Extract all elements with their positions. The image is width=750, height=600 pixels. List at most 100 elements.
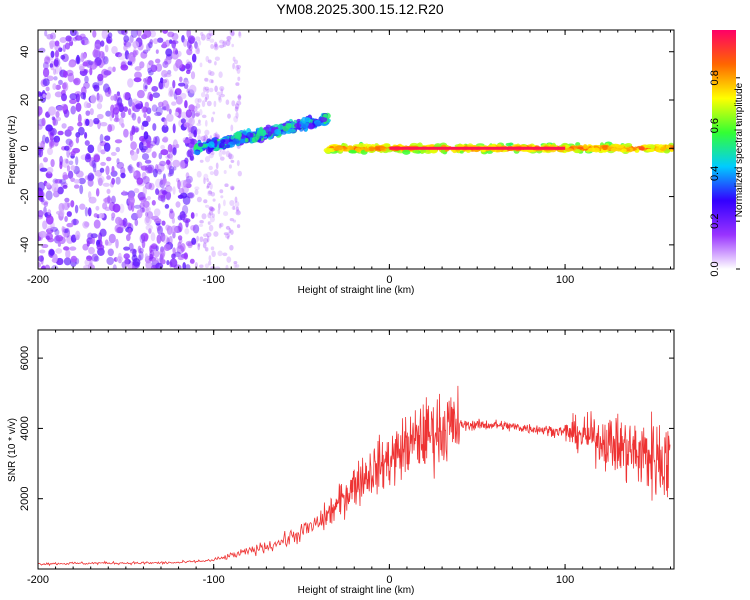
heatmap-cell	[203, 177, 206, 185]
heatmap-cell	[82, 221, 90, 229]
heatmap-cell	[116, 158, 120, 165]
heatmap-cell	[163, 78, 170, 89]
heatmap-cell	[130, 141, 137, 150]
heatmap-cell	[131, 102, 136, 112]
heatmap-cell	[383, 143, 391, 148]
heatmap-cell	[54, 91, 63, 98]
heatmap-cell	[106, 156, 112, 162]
heatmap-cell	[107, 124, 113, 133]
heatmap-cell	[208, 224, 214, 232]
heatmap-cell	[222, 41, 226, 46]
heatmap-cell	[107, 248, 114, 257]
heatmap-cell	[185, 175, 193, 184]
heatmap-cell	[146, 78, 152, 86]
heatmap-cell	[172, 247, 176, 253]
heatmap-cell	[201, 100, 206, 108]
heatmap-cell	[86, 240, 90, 247]
heatmap-cell	[87, 174, 91, 181]
heatmap-cell	[111, 45, 118, 55]
heatmap-cell	[84, 258, 91, 266]
heatmap-cell	[169, 89, 173, 97]
heatmap-cell	[191, 237, 197, 245]
heatmap-cell	[163, 243, 171, 252]
heatmap-cell	[256, 130, 264, 136]
heatmap-cell	[334, 145, 344, 151]
heatmap-cell	[63, 109, 70, 118]
heatmap-cell	[84, 140, 90, 146]
heatmap-cell	[116, 161, 125, 169]
heatmap-cell	[38, 142, 41, 147]
heatmap-cell	[58, 209, 65, 217]
heatmap-cell	[131, 125, 136, 136]
snr-panel: -200 -100 0 100 2000 4000 6000 Height of strai…	[7, 329, 675, 596]
heatmap-cell	[161, 124, 169, 133]
heatmap-cell	[137, 245, 142, 254]
heatmap-cell	[152, 257, 159, 264]
heatmap-cell	[220, 139, 226, 143]
heatmap-cell	[182, 262, 187, 269]
heatmap-cell	[163, 73, 172, 78]
heatmap-cell	[171, 32, 179, 41]
heatmap-cell	[152, 123, 157, 131]
heatmap-cell	[158, 80, 165, 90]
heatmap-cell	[233, 59, 239, 65]
heatmap-cell	[64, 197, 70, 203]
heatmap-cell	[203, 173, 209, 181]
heatmap-cell	[73, 184, 80, 189]
heatmap-cell	[167, 172, 172, 177]
heatmap-cell	[127, 108, 132, 116]
heatmap-cell	[194, 44, 199, 49]
heatmap-cell	[49, 63, 54, 68]
heatmap-cell	[402, 149, 411, 155]
heatmap-cell	[177, 241, 182, 250]
heatmap-cell	[172, 123, 176, 134]
heatmap-cell	[208, 260, 212, 266]
heatmap-cell	[209, 78, 213, 84]
heatmap-cell	[214, 266, 221, 269]
heatmap-cell	[87, 262, 94, 269]
heatmap-cell	[96, 244, 105, 251]
heatmap-cell	[53, 58, 59, 67]
heatmap-cell	[219, 189, 224, 194]
y-tick-label: 0	[19, 145, 31, 151]
heatmap-cell	[220, 88, 224, 95]
heatmap-cell	[61, 123, 67, 129]
heatmap-cell	[124, 256, 129, 267]
heatmap-cell	[202, 237, 209, 244]
heatmap-cell	[155, 58, 161, 64]
heatmap-cell	[144, 164, 153, 174]
heatmap-cell	[152, 92, 161, 99]
heatmap-cell	[96, 102, 103, 110]
heatmap-cell	[224, 183, 229, 188]
colorbar-tick-label: 0.8	[709, 70, 721, 85]
heatmap-cell	[217, 208, 221, 215]
heatmap-cell	[127, 195, 135, 206]
heatmap-cell	[43, 157, 48, 163]
heatmap-cell	[206, 185, 209, 189]
heatmap-cell	[102, 83, 110, 93]
heatmap-cell	[191, 53, 197, 63]
heatmap-cell	[230, 159, 235, 163]
heatmap-cell	[197, 142, 204, 147]
heatmap-cell	[152, 38, 159, 45]
heatmap-cell	[136, 148, 140, 155]
heatmap-cell	[187, 192, 195, 199]
heatmap-cell	[195, 212, 198, 217]
heatmap-cell	[143, 131, 149, 140]
heatmap-cell	[207, 69, 212, 76]
heatmap-cell	[650, 144, 656, 150]
heatmap-cell	[66, 222, 74, 228]
heatmap-cell	[84, 206, 89, 217]
heatmap-cell	[48, 106, 56, 116]
heatmap-cell	[69, 93, 78, 100]
heatmap-cell	[251, 136, 258, 143]
heatmap-cell	[97, 73, 104, 82]
heatmap-cell	[179, 159, 186, 170]
heatmap-cell	[198, 40, 202, 46]
heatmap-cell	[165, 190, 171, 201]
heatmap-cell	[231, 100, 236, 107]
heatmap-cell	[140, 200, 146, 206]
heatmap-cell	[127, 52, 135, 63]
heatmap-cell	[157, 189, 166, 199]
heatmap-cell	[91, 253, 99, 262]
